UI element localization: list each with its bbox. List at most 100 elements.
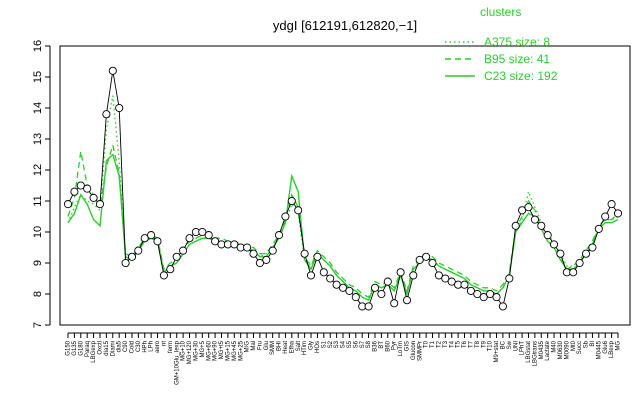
data-point <box>409 271 418 280</box>
data-point <box>121 258 130 268</box>
x-tick-label: LPh <box>149 341 155 352</box>
x-tick-label: aero <box>155 340 161 353</box>
data-point <box>140 234 149 243</box>
data-point <box>607 200 616 209</box>
x-tick-label: T0 <box>424 340 430 348</box>
x-tick-label: MG+45 <box>232 340 238 361</box>
data-point <box>287 196 296 206</box>
x-tick-label: Succ <box>577 341 583 354</box>
y-tick-label: 10 <box>32 226 44 238</box>
x-tick-label: LoTm <box>398 341 404 356</box>
y-tick-label: 9 <box>32 260 44 266</box>
x-tick-label: G180 <box>78 340 84 355</box>
data-point <box>204 231 213 240</box>
legend-label: B95 size: 41 <box>484 52 550 66</box>
data-point <box>268 246 277 255</box>
data-point <box>255 258 264 268</box>
x-tick-label: Lactate <box>545 340 551 360</box>
x-tick-label: dia15 <box>104 340 110 355</box>
data-point <box>524 203 533 212</box>
data-point <box>95 200 105 209</box>
x-tick-label: G150 <box>66 340 72 355</box>
x-tick-label: Fru <box>257 341 263 350</box>
data-point <box>422 252 431 261</box>
x-tick-label: M0445 <box>596 340 602 359</box>
x-tick-label: Sw <box>507 340 513 349</box>
x-tick-label: S5 <box>347 340 353 348</box>
x-tick-label: BC <box>500 340 506 349</box>
x-tick-label: UNI <box>513 341 519 352</box>
data-point <box>319 268 328 277</box>
x-tick-label: LBGexp <box>91 340 97 362</box>
plot-frame <box>59 45 631 326</box>
x-tick-label: HTim <box>302 341 308 355</box>
x-tick-label: Glu <box>264 341 270 350</box>
x-tick-label: T6 <box>462 340 468 348</box>
y-tick-label: 7 <box>32 322 44 328</box>
x-tick-label: dia5 <box>117 340 123 352</box>
data-point <box>511 221 520 230</box>
x-tick-label: LPhT <box>520 341 526 356</box>
y-tick-label: 8 <box>32 291 44 297</box>
data-point <box>313 252 322 261</box>
series-line-dotted <box>67 95 619 302</box>
data-point <box>172 252 181 261</box>
x-tick-label: S6 <box>353 340 359 348</box>
x-tick-label: G135 <box>72 340 78 355</box>
data-point <box>243 243 252 252</box>
x-tick-label: MG+120 <box>187 340 193 364</box>
x-tick-label: Cold <box>130 341 136 353</box>
series-lines <box>67 95 619 302</box>
data-point <box>498 302 507 311</box>
data-point <box>402 296 412 305</box>
x-tick-label: MG+90 <box>213 340 219 361</box>
x-tick-label: MG+60 <box>206 340 212 361</box>
x-tick-label: Glucon <box>411 341 417 360</box>
x-tick-label: T4 <box>449 340 455 348</box>
data-point <box>377 289 386 299</box>
x-tick-label: M40 <box>552 340 558 352</box>
x-tick-label: T7 <box>468 340 474 348</box>
x-tick-label: Pyr <box>392 341 398 350</box>
data-point <box>351 293 360 302</box>
x-tick-label: M9+stat <box>494 341 500 363</box>
profile-line <box>67 70 619 308</box>
data-point <box>518 206 527 215</box>
x-tick-label: Mal <box>251 341 257 351</box>
data-point <box>127 252 137 261</box>
y-tick-label: 16 <box>32 40 44 52</box>
x-tick-label: C90 <box>123 340 129 352</box>
data-point <box>492 293 501 302</box>
data-point <box>556 249 565 258</box>
data-point <box>588 243 597 252</box>
x-tick-label: M0630 <box>558 340 564 359</box>
data-point <box>530 215 539 224</box>
y-tick-label: 15 <box>32 71 44 83</box>
data-point <box>537 221 546 230</box>
x-tick-label: LBGstat <box>526 341 532 363</box>
x-tick-label: BI <box>590 341 596 347</box>
x-tick-label: LBGtrans <box>532 341 538 366</box>
x-tick-label: MG+t5 <box>219 340 225 359</box>
x-tick-label: LBexp <box>609 340 615 358</box>
x-tick-label: M/G <box>245 341 251 353</box>
x-tick-label: T2 <box>437 340 443 348</box>
data-point <box>479 293 488 302</box>
data-point <box>211 237 220 246</box>
data-point <box>338 283 348 292</box>
x-tick-label: S3 <box>334 340 340 348</box>
y-tick-label: 11 <box>32 195 44 206</box>
data-point <box>115 103 124 113</box>
data-point <box>306 271 316 280</box>
data-point <box>262 255 271 264</box>
x-tick-label: B36 <box>373 340 379 351</box>
x-tick-label: T5 <box>456 340 462 348</box>
x-tick-label: C30 <box>136 340 142 352</box>
x-tick-label: SMMPr <box>417 341 423 361</box>
x-tick-label: SMM <box>270 341 276 355</box>
data-point <box>549 240 559 249</box>
x-tick-label: Salt <box>296 341 302 352</box>
x-tick-label: T9 <box>481 340 487 348</box>
data-point <box>473 289 482 299</box>
x-tick-label: BT <box>379 341 385 349</box>
